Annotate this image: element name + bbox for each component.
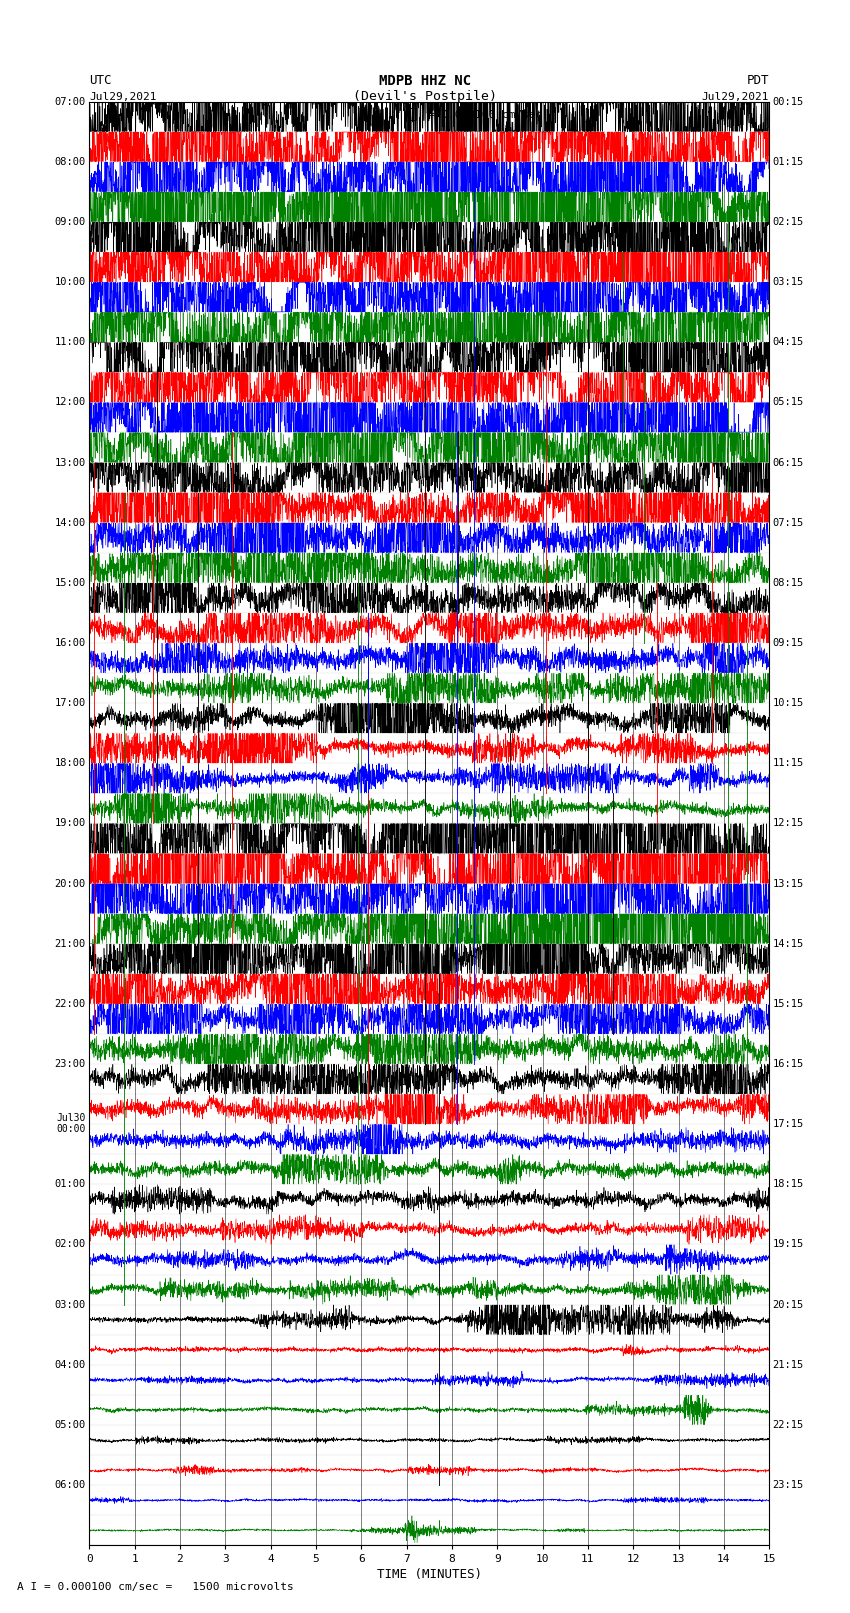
Text: 20:15: 20:15 (773, 1300, 804, 1310)
Text: 09:15: 09:15 (773, 639, 804, 648)
Text: 23:15: 23:15 (773, 1481, 804, 1490)
Text: 06:00: 06:00 (54, 1481, 86, 1490)
Text: Jul29,2021: Jul29,2021 (702, 92, 769, 102)
Text: (Devil's Postpile): (Devil's Postpile) (353, 90, 497, 103)
Text: 21:15: 21:15 (773, 1360, 804, 1369)
Text: 12:15: 12:15 (773, 818, 804, 829)
Text: Jul29,2021: Jul29,2021 (89, 92, 156, 102)
Text: 10:15: 10:15 (773, 698, 804, 708)
Text: 10:00: 10:00 (54, 277, 86, 287)
Text: 21:00: 21:00 (54, 939, 86, 948)
Text: 13:00: 13:00 (54, 458, 86, 468)
Text: 14:15: 14:15 (773, 939, 804, 948)
Text: 15:15: 15:15 (773, 998, 804, 1008)
Text: 11:15: 11:15 (773, 758, 804, 768)
Text: ⎸: ⎸ (408, 108, 416, 121)
Text: 05:15: 05:15 (773, 397, 804, 408)
Text: 01:00: 01:00 (54, 1179, 86, 1189)
Text: 11:00: 11:00 (54, 337, 86, 347)
Text: 08:00: 08:00 (54, 156, 86, 166)
Text: 07:00: 07:00 (54, 97, 86, 106)
Text: MDPB HHZ NC: MDPB HHZ NC (379, 74, 471, 87)
Text: 01:15: 01:15 (773, 156, 804, 166)
Text: 13:15: 13:15 (773, 879, 804, 889)
Text: 18:15: 18:15 (773, 1179, 804, 1189)
Text: 15:00: 15:00 (54, 577, 86, 587)
Text: 19:15: 19:15 (773, 1239, 804, 1250)
Text: 19:00: 19:00 (54, 818, 86, 829)
Text: PDT: PDT (747, 74, 769, 87)
Text: 02:00: 02:00 (54, 1239, 86, 1250)
Text: 22:00: 22:00 (54, 998, 86, 1008)
Text: Jul30: Jul30 (56, 1113, 86, 1123)
Text: 02:15: 02:15 (773, 216, 804, 227)
Text: UTC: UTC (89, 74, 111, 87)
Text: 03:00: 03:00 (54, 1300, 86, 1310)
Text: 04:15: 04:15 (773, 337, 804, 347)
Text: 09:00: 09:00 (54, 216, 86, 227)
Text: 16:15: 16:15 (773, 1060, 804, 1069)
Text: 23:00: 23:00 (54, 1060, 86, 1069)
Text: 05:00: 05:00 (54, 1419, 86, 1431)
Text: 17:15: 17:15 (773, 1119, 804, 1129)
Text: 00:15: 00:15 (773, 97, 804, 106)
Text: 07:15: 07:15 (773, 518, 804, 527)
Text: 22:15: 22:15 (773, 1419, 804, 1431)
Text: 14:00: 14:00 (54, 518, 86, 527)
Text: 20:00: 20:00 (54, 879, 86, 889)
Text: = 0.000100 cm/sec: = 0.000100 cm/sec (421, 110, 542, 119)
Text: 12:00: 12:00 (54, 397, 86, 408)
Text: A I = 0.000100 cm/sec =   1500 microvolts: A I = 0.000100 cm/sec = 1500 microvolts (17, 1582, 294, 1592)
Text: 00:00: 00:00 (56, 1124, 86, 1134)
Text: 16:00: 16:00 (54, 639, 86, 648)
Text: 03:15: 03:15 (773, 277, 804, 287)
Text: 06:15: 06:15 (773, 458, 804, 468)
Text: 18:00: 18:00 (54, 758, 86, 768)
X-axis label: TIME (MINUTES): TIME (MINUTES) (377, 1568, 482, 1581)
Text: 08:15: 08:15 (773, 577, 804, 587)
Text: 17:00: 17:00 (54, 698, 86, 708)
Text: 04:00: 04:00 (54, 1360, 86, 1369)
